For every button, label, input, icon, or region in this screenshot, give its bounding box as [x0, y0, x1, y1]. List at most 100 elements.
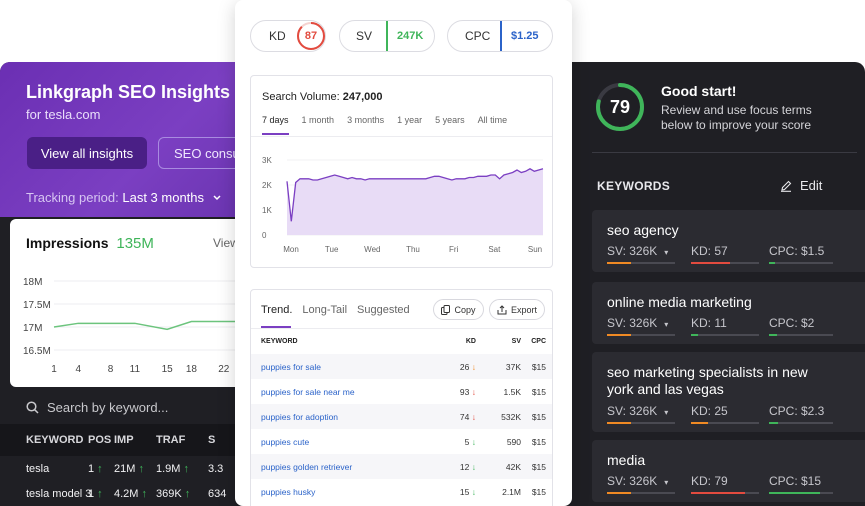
cpc-metric-bar-fill: [769, 262, 776, 264]
score-heading: Good start!: [661, 83, 737, 99]
sv-metric-bar-fill: [607, 492, 631, 494]
col-traf-header[interactable]: TRAF: [156, 434, 186, 446]
table-row[interactable]: tesla model 3 1 ↑ 4.2M ↑ 369K ↑ 634: [0, 481, 250, 506]
tab-long-tail[interactable]: Long-Tail: [302, 304, 348, 316]
seo-consult-button[interactable]: SEO consul: [158, 137, 250, 169]
search-input[interactable]: Search by keyword...: [47, 400, 169, 415]
range-tabs: 7 days 1 month 3 months 1 year 5 years A…: [262, 115, 520, 135]
imp-cell: 21M ↑: [114, 463, 156, 475]
seo-insights-panel: Linkgraph SEO Insights for tesla.com Vie…: [0, 62, 250, 506]
export-button[interactable]: Export: [489, 299, 545, 320]
table-row[interactable]: puppies for sale 37K $15 26 ↓: [251, 354, 552, 379]
keyword-link[interactable]: puppies for adoption: [261, 412, 339, 422]
keyword-card[interactable]: online media marketing SV: 326K ▾ KD: 11 CPC…: [592, 282, 865, 344]
score-value: 79: [609, 96, 631, 117]
tab-trending[interactable]: Trend.: [261, 304, 292, 328]
keyword-card[interactable]: media SV: 326K ▾ KD: 79 CPC: $15: [592, 440, 865, 502]
view-all-insights-button[interactable]: View all insights: [27, 137, 147, 169]
search-volume-label: Search Volume:: [262, 91, 340, 103]
sv-separator: [386, 21, 388, 51]
sv-metric: SV: 326K ▾: [607, 404, 669, 418]
imp-cell: 4.2M ↑: [114, 488, 156, 500]
sv-pill[interactable]: SV 247K: [339, 20, 435, 52]
tab-suggested[interactable]: Suggested: [357, 304, 410, 316]
x-tick-label: 11: [130, 364, 141, 375]
kd-pill[interactable]: KD 87: [250, 20, 326, 52]
sv-cell: 2.1M: [502, 487, 521, 497]
table-row[interactable]: puppies for adoption 532K $15 74 ↓: [251, 404, 552, 429]
sv-label: SV: [356, 29, 373, 43]
sv-metric-bar: [607, 422, 675, 424]
tab-5-years[interactable]: 5 years: [435, 115, 465, 125]
x-tick-label: 15: [162, 364, 174, 375]
s-cell: 3.3: [208, 462, 224, 475]
col-keyword-header[interactable]: KEYWORD: [26, 434, 84, 446]
impressions-line: [53, 320, 248, 331]
keyword-card[interactable]: seo agency SV: 326K ▾ KD: 57 CPC: $1.5: [592, 210, 865, 272]
col-pos-header[interactable]: POS: [88, 434, 112, 446]
col-kd-header[interactable]: KD: [465, 338, 476, 345]
kd-cell: 74 ↓: [426, 412, 476, 422]
sv-cell: 37K: [505, 362, 521, 372]
keyword-link[interactable]: puppies for sale near me: [261, 387, 355, 397]
y-tick-label: 1K: [262, 206, 272, 215]
kd-ring-fill: [297, 22, 325, 50]
col-sv-header[interactable]: SV: [511, 338, 521, 345]
tab-7-days[interactable]: 7 days: [262, 115, 289, 135]
kd-metric-bar: [691, 334, 759, 336]
kd-metric: KD: 57: [691, 244, 728, 258]
col-imp-header[interactable]: IMP: [114, 434, 134, 446]
kd-metric-bar-fill: [691, 422, 708, 424]
col-s-header[interactable]: S: [208, 434, 216, 446]
tab-all-time[interactable]: All time: [477, 115, 508, 125]
table-row[interactable]: puppies husky 2.1M $15 15 ↓: [251, 479, 552, 504]
trend-down-icon: ↓: [469, 362, 476, 372]
sv-metric: SV: 326K ▾: [607, 244, 669, 258]
edit-keywords-button[interactable]: Edit: [780, 178, 822, 193]
keywords-label: KEYWORDS: [597, 179, 671, 193]
tab-1-year[interactable]: 1 year: [397, 115, 423, 125]
kd-cell: 15 ↓: [426, 487, 476, 497]
keyword-link[interactable]: puppies husky: [261, 487, 316, 497]
table-row[interactable]: puppies golden retriever 42K $15 12 ↓: [251, 454, 552, 479]
sv-metric: SV: 326K ▾: [607, 316, 669, 330]
search-volume-card: Search Volume: 247,000 7 days 1 month 3 …: [250, 75, 553, 268]
search-volume-area: [287, 168, 543, 235]
x-tick-label: 8: [108, 364, 114, 375]
trend-down-icon: ↓: [469, 462, 476, 472]
caret-down-icon[interactable]: ▾: [664, 478, 669, 487]
table-row[interactable]: puppies for sale near me 1.5K $15 93 ↓: [251, 379, 552, 404]
keyword-link[interactable]: puppies for sale: [261, 362, 322, 372]
score-ring-fill: [596, 83, 644, 131]
tab-1-month[interactable]: 1 month: [301, 115, 335, 125]
table-row[interactable]: tesla 1 ↑ 21M ↑ 1.9M ↑ 3.3: [0, 456, 250, 481]
copy-icon: [441, 304, 451, 315]
keyword-link[interactable]: puppies cute: [261, 437, 310, 447]
caret-down-icon[interactable]: ▾: [664, 320, 669, 329]
tab-3-months[interactable]: 3 months: [347, 115, 385, 125]
caret-down-icon[interactable]: ▾: [664, 248, 669, 257]
keyword-search[interactable]: Search by keyword...: [26, 400, 168, 415]
keyword-suggestions-card: Trend. Long-Tail Suggested Copy Export K…: [250, 289, 553, 506]
impressions-heading: Impressions 135M: [26, 235, 154, 252]
kd-value: 26: [459, 362, 470, 372]
y-tick-label: 17.5M: [23, 300, 51, 311]
trend-down-icon: ↓: [469, 412, 476, 422]
cpc-cell: $15: [531, 437, 546, 447]
tracking-period-selector[interactable]: Tracking period: Last 3 months: [26, 190, 222, 205]
table-row[interactable]: puppies cute 590 $15 5 ↓: [251, 429, 552, 454]
x-tick-label: Tue: [325, 245, 339, 254]
col-cpc-header[interactable]: CPC: [531, 338, 546, 345]
col-keyword-header[interactable]: KEYWORD: [261, 338, 298, 345]
caret-down-icon[interactable]: ▾: [664, 408, 669, 417]
traf-value: 369K: [156, 487, 182, 500]
suggestions-table-header: KEYWORD KD SV CPC: [251, 334, 552, 350]
impressions-view-link[interactable]: View: [213, 236, 239, 250]
keyword-card[interactable]: seo marketing specialists in new york an…: [592, 352, 865, 432]
y-tick-label: 18M: [23, 277, 42, 288]
cpc-pill[interactable]: CPC $1.25: [447, 20, 553, 52]
copy-button[interactable]: Copy: [433, 299, 484, 320]
keyword-link[interactable]: puppies golden retriever: [261, 462, 353, 472]
sv-metric-bar-fill: [607, 262, 631, 264]
